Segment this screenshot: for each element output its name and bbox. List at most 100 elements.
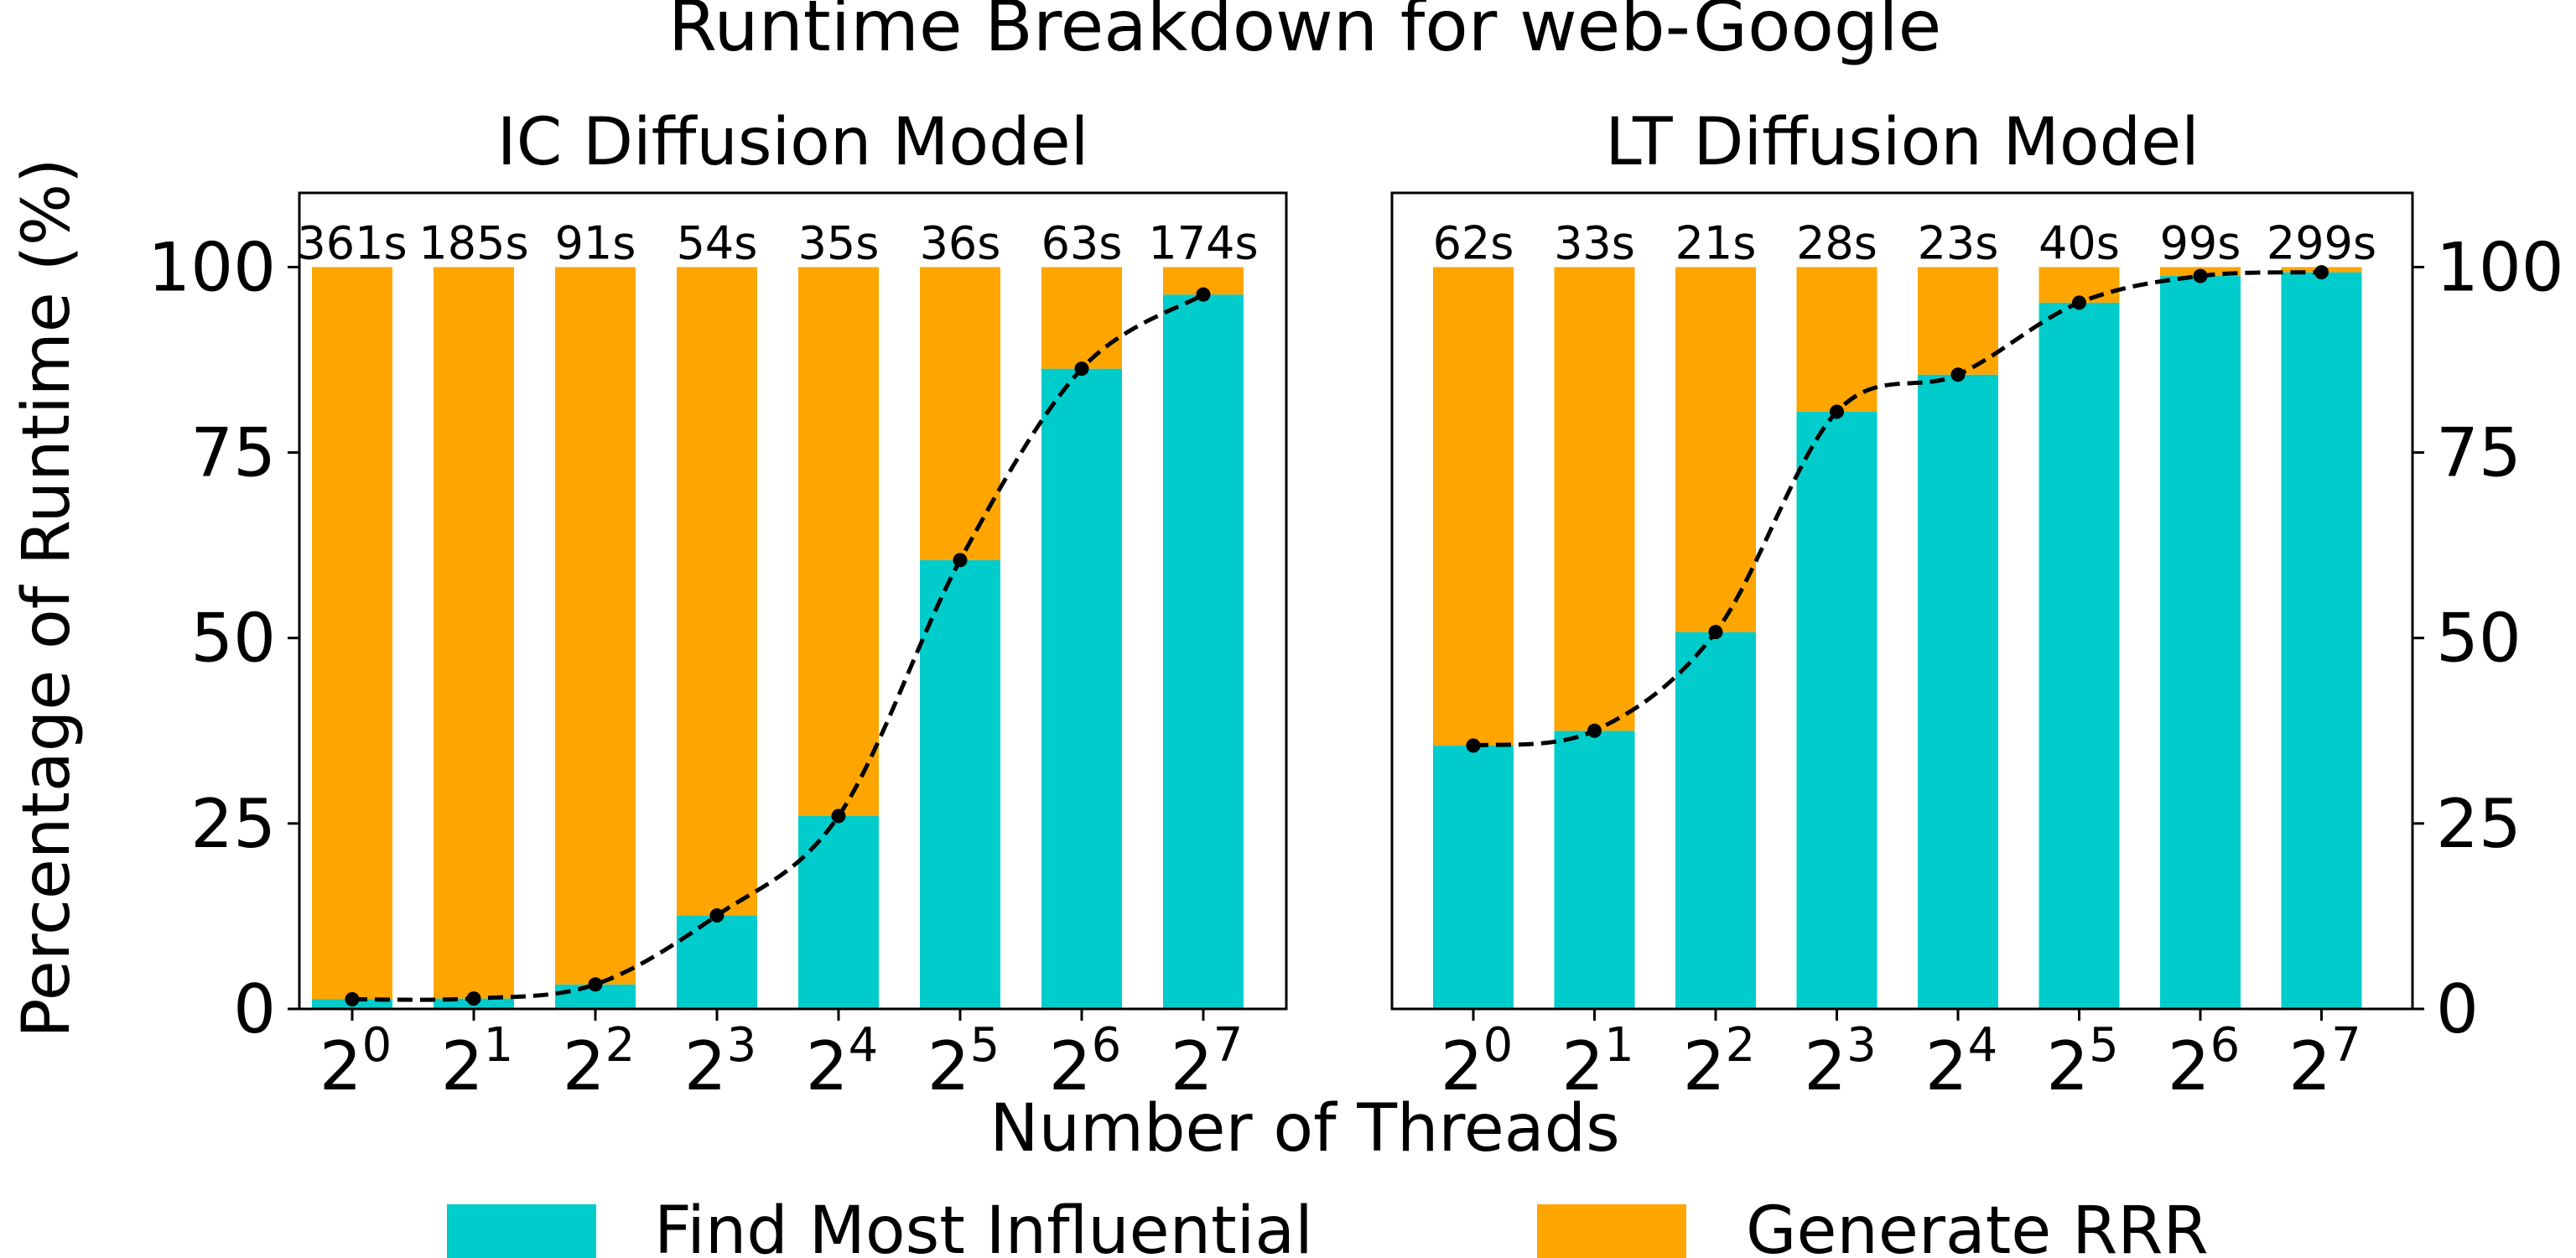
ic-x-tick-label: 22	[563, 1018, 636, 1105]
ic-bar-generate	[555, 267, 636, 985]
lt-y-tick-label: 100	[2436, 228, 2564, 306]
ic-y-tick-label: 75	[190, 414, 276, 492]
lt-y-tick-label: 0	[2436, 970, 2479, 1048]
lt-trend-point	[1830, 404, 1844, 419]
lt-trend-point	[2314, 265, 2329, 280]
lt-y-tick-label: 25	[2436, 785, 2521, 863]
ic-trend-point	[1196, 287, 1211, 302]
ic-trend-point	[953, 553, 968, 568]
lt-y-tick-label: 75	[2436, 414, 2521, 492]
y-axis-label: Percentage of Runtime (%)	[9, 158, 85, 1037]
ic-bar-generate	[1041, 267, 1122, 369]
lt-bar-label: 21s	[1675, 216, 1757, 269]
ic-x-tick-label: 21	[441, 1018, 514, 1105]
lt-x-tick-label: 24	[1925, 1018, 1998, 1105]
lt-bar-find	[2281, 272, 2362, 1009]
lt-bar-label: 23s	[1918, 216, 1999, 269]
lt-x-tick-label: 26	[2168, 1018, 2241, 1105]
lt-trend-point	[1950, 367, 1966, 382]
legend-swatch-find	[447, 1204, 596, 1258]
ic-plot-frame	[298, 191, 1288, 1011]
ic-bar-label: 91s	[555, 216, 636, 269]
lt-x-tick-label: 25	[2046, 1018, 2119, 1105]
lt-panel-title: LT Diffusion Model	[1605, 105, 2199, 180]
lt-bar-find	[1796, 411, 1877, 1009]
ic-x-tick-label: 27	[1171, 1018, 1244, 1105]
ic-bar-generate	[434, 267, 514, 999]
lt-bar-generate	[1554, 267, 1635, 731]
lt-x-tick-label: 27	[2288, 1018, 2361, 1105]
ic-trend-line	[351, 293, 1205, 1002]
ic-panel: IC Diffusion Model 361s 20 185s 21 91s 22 54s 23…	[148, 105, 1288, 1105]
ic-bar-label: 174s	[1148, 216, 1258, 269]
ic-y-tick-label: 0	[233, 970, 276, 1048]
ic-bar-label: 63s	[1041, 216, 1123, 269]
lt-y-tick-label: 50	[2436, 600, 2521, 678]
ic-bar-label: 361s	[297, 216, 407, 269]
ic-bar-generate	[312, 267, 392, 1000]
lt-bar-find	[1554, 730, 1635, 1009]
ic-trend-point	[1074, 361, 1089, 377]
lt-x-tick-label: 20	[1441, 1018, 1514, 1105]
lt-bar-find	[2160, 276, 2241, 1009]
legend-swatch-generate	[1537, 1204, 1686, 1258]
lt-trend-point	[2072, 295, 2086, 310]
legend: Find Most Influential Generate RRR	[447, 1193, 2209, 1258]
lt-bar-label: 299s	[2267, 216, 2376, 269]
lt-bar-label: 62s	[1433, 216, 1514, 269]
ic-bar-find	[920, 559, 1000, 1009]
ic-x-tick-label: 23	[684, 1018, 757, 1105]
ic-x-tick-label: 20	[319, 1018, 392, 1105]
lt-x-tick-label: 23	[1804, 1018, 1877, 1105]
lt-bar-generate	[1675, 267, 1756, 632]
ic-x-tick-label: 24	[806, 1018, 879, 1105]
lt-x-tick-label: 22	[1683, 1018, 1756, 1105]
lt-bar-generate	[1433, 267, 1514, 746]
lt-bar-generate	[1796, 267, 1877, 412]
ic-bar-label: 36s	[920, 216, 1001, 269]
ic-trend-point	[466, 991, 481, 1006]
lt-bar-generate	[1918, 267, 1998, 375]
ic-bar-label: 35s	[798, 216, 880, 269]
ic-panel-title: IC Diffusion Model	[497, 105, 1089, 180]
ic-bar-find	[798, 816, 879, 1009]
x-axis-label: Number of Threads	[989, 1091, 1619, 1167]
ic-bar-find	[677, 915, 757, 1009]
lt-bar-label: 99s	[2160, 216, 2241, 269]
lt-trend-point	[1466, 738, 1481, 753]
lt-trend-line	[1472, 270, 2322, 748]
lt-panel: LT Diffusion Model 62s 20 33s 21 21s 22 28s 23 23…	[1390, 105, 2564, 1105]
lt-trend-point	[1708, 625, 1723, 640]
ic-bar-find	[1041, 368, 1122, 1009]
lt-bar-find	[1675, 632, 1756, 1009]
lt-bar-label: 33s	[1554, 216, 1635, 269]
ic-y-tick-label: 50	[190, 600, 276, 678]
lt-bar-label: 40s	[2038, 216, 2120, 269]
ic-bar-label: 54s	[677, 216, 758, 269]
ic-x-tick-label: 25	[927, 1018, 1000, 1105]
lt-bar-find	[1433, 745, 1514, 1009]
lt-trend-point	[1587, 723, 1602, 738]
ic-trend-point	[709, 908, 724, 923]
lt-trend-point	[2193, 268, 2208, 283]
lt-bar-find	[1918, 374, 1998, 1009]
ic-y-tick-label: 100	[148, 228, 276, 306]
legend-label-find: Find Most Influential	[654, 1193, 1313, 1258]
lt-bar-find	[2038, 302, 2120, 1009]
lt-bar-label: 28s	[1796, 216, 1877, 269]
lt-x-tick-label: 21	[1561, 1018, 1634, 1105]
figure-title: Runtime Breakdown for web-Google	[668, 0, 1942, 67]
ic-x-tick-label: 26	[1049, 1018, 1122, 1105]
ic-bar-label: 185s	[418, 216, 528, 269]
ic-bar-generate	[798, 267, 879, 817]
lt-plot-frame	[1390, 191, 2414, 1011]
ic-trend-point	[831, 808, 846, 824]
ic-bar-find	[1163, 294, 1244, 1009]
ic-bar-generate	[920, 267, 1000, 560]
ic-trend-point	[345, 992, 360, 1007]
ic-y-tick-label: 25	[190, 785, 276, 863]
legend-label-generate: Generate RRR	[1746, 1193, 2209, 1258]
ic-bar-generate	[677, 267, 757, 916]
ic-trend-point	[588, 977, 603, 992]
